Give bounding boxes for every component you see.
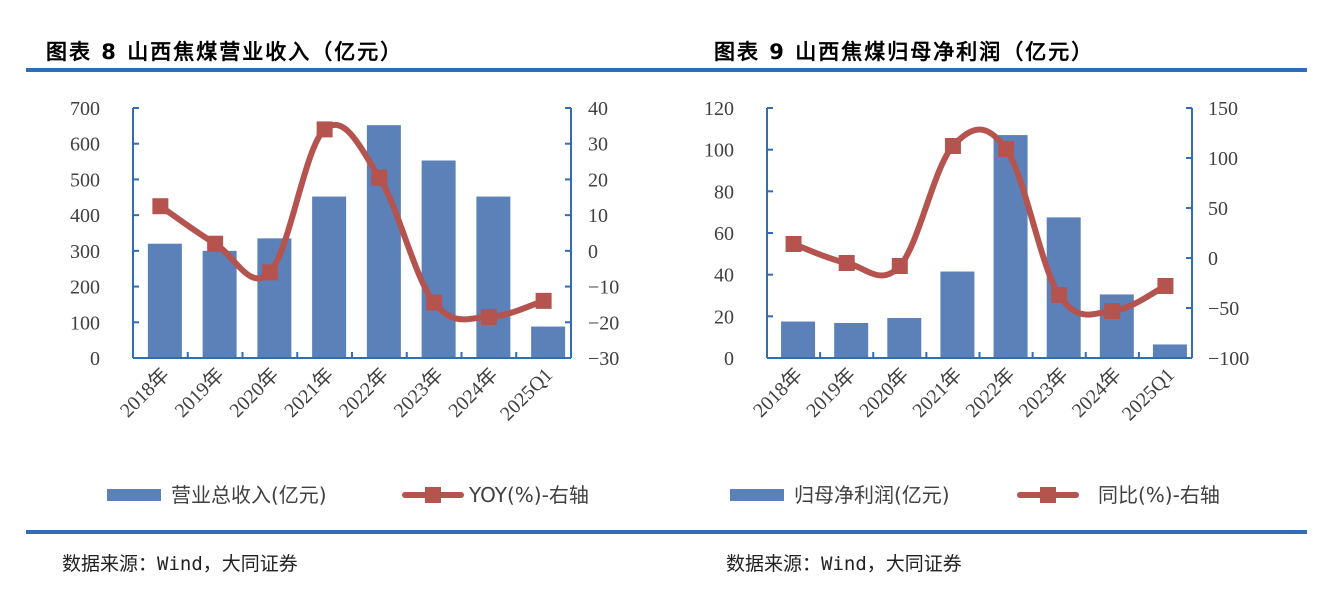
fig9-yoy-marker-0 xyxy=(785,236,802,252)
figure-9-bottom-rule xyxy=(666,530,1307,534)
fig8-left-tick-label: 200 xyxy=(70,277,100,299)
fig9-right-tick-label: −100 xyxy=(1208,348,1249,370)
fig9-right-tick-label: 150 xyxy=(1208,98,1238,120)
fig8-left-tick-label: 600 xyxy=(70,134,100,156)
fig9-yoy-marker-4 xyxy=(998,141,1015,157)
fig8-yoy-marker-7 xyxy=(535,292,552,309)
fig8-bar-3 xyxy=(312,196,347,358)
fig9-right-tick-label: −50 xyxy=(1208,298,1239,320)
fig8-left-tick-label: 0 xyxy=(90,348,100,370)
fig8-left-tick-label: 400 xyxy=(70,205,100,227)
fig8-yoy-marker-2 xyxy=(261,264,278,281)
figure-9-title: 图表 9 山西焦煤归母净利润（亿元） xyxy=(714,40,1095,64)
fig8-left-tick-label: 300 xyxy=(70,241,100,263)
fig9-right-tick-label: 50 xyxy=(1208,198,1228,220)
fig8-right-tick-label: −10 xyxy=(588,277,619,299)
fig8-bar-0 xyxy=(147,243,182,358)
fig8-bar-1 xyxy=(202,250,237,358)
fig9-bar-4 xyxy=(993,135,1028,358)
fig8-bar-7 xyxy=(531,326,566,358)
fig9-x-label: 2018年 xyxy=(748,363,807,422)
fig9-bar-1 xyxy=(834,323,869,358)
fig8-yoy-marker-3 xyxy=(316,121,333,138)
fig8-yoy-marker-0 xyxy=(152,198,169,215)
fig9-left-tick-label: 120 xyxy=(704,98,734,120)
fig9-legend-line-label: 同比(%)-右轴 xyxy=(1098,483,1220,507)
fig9-left-tick-label: 100 xyxy=(704,140,734,162)
fig9-left-tick-label: 80 xyxy=(714,181,734,203)
fig9-right-tick-label: 100 xyxy=(1208,148,1238,170)
fig8-right-tick-label: 10 xyxy=(588,205,608,227)
fig9-bar-7 xyxy=(1152,344,1187,358)
fig9-x-label: 2025Q1 xyxy=(1118,364,1179,425)
fig8-right-tick-label: 40 xyxy=(588,98,608,120)
fig9-yoy-marker-2 xyxy=(891,258,908,274)
fig8-bar-5 xyxy=(421,160,456,358)
fig9-bar-0 xyxy=(781,321,816,358)
fig8-yoy-marker-6 xyxy=(480,308,497,325)
fig8-right-tick-label: 30 xyxy=(588,134,608,156)
fig9-legend-line-marker xyxy=(1040,487,1056,503)
fig8-left-tick-label: 700 xyxy=(70,98,100,120)
fig9-yoy-marker-1 xyxy=(838,255,855,271)
figure-8-source: 数据来源：Wind，大同证券 xyxy=(62,553,298,575)
fig9-legend-bar-label: 归母净利润(亿元) xyxy=(794,483,950,507)
fig9-bar-2 xyxy=(887,318,922,358)
fig9-x-label: 2022年 xyxy=(961,363,1020,422)
fig8-right-tick-label: 0 xyxy=(588,241,598,263)
fig9-x-label: 2023年 xyxy=(1014,363,1073,422)
fig8-x-label: 2018年 xyxy=(115,363,174,422)
fig8-x-label: 2021年 xyxy=(279,363,338,422)
fig8-legend-bar-label: 营业总收入(亿元) xyxy=(171,483,327,507)
fig9-left-tick-label: 40 xyxy=(714,265,734,287)
fig9-x-label: 2019年 xyxy=(802,363,861,422)
fig8-bar-2 xyxy=(257,238,292,358)
fig8-right-tick-label: −20 xyxy=(588,312,619,334)
fig8-x-label: 2024年 xyxy=(444,363,503,422)
fig9-yoy-marker-7 xyxy=(1157,278,1174,294)
fig8-legend-bar-swatch xyxy=(107,489,161,501)
fig9-x-label: 2020年 xyxy=(855,363,914,422)
fig8-left-tick-label: 100 xyxy=(70,312,100,334)
fig8-right-tick-label: −30 xyxy=(588,348,619,370)
figure-9-source: 数据来源：Wind，大同证券 xyxy=(726,553,962,575)
fig8-x-label: 2019年 xyxy=(170,363,229,422)
fig8-yoy-marker-4 xyxy=(371,169,388,186)
figure-8-bottom-rule xyxy=(26,530,666,534)
fig8-yoy-marker-1 xyxy=(207,235,224,252)
fig8-legend-line-label: YOY(%)-右轴 xyxy=(468,483,589,507)
fig8-yoy-marker-5 xyxy=(426,294,443,311)
fig8-legend-line-marker xyxy=(425,487,441,503)
figure-9-top-rule xyxy=(666,68,1307,72)
figure-8-title: 图表 8 山西焦煤营业收入（亿元） xyxy=(46,40,404,64)
fig8-x-label: 2020年 xyxy=(225,363,284,422)
fig9-yoy-marker-3 xyxy=(944,138,961,154)
fig8-yoy-line xyxy=(157,121,547,323)
fig9-yoy-line xyxy=(790,126,1169,318)
fig9-right-tick-label: 0 xyxy=(1208,248,1218,270)
fig8-x-label: 2025Q1 xyxy=(496,364,557,425)
fig8-x-label: 2022年 xyxy=(334,363,393,422)
fig9-x-label: 2024年 xyxy=(1067,363,1126,422)
fig9-yoy-marker-6 xyxy=(1104,303,1121,319)
fig9-left-tick-label: 20 xyxy=(714,306,734,328)
fig9-left-tick-label: 0 xyxy=(724,348,734,370)
fig9-x-label: 2021年 xyxy=(908,363,967,422)
fig9-bar-3 xyxy=(940,271,975,358)
fig9-legend-bar-swatch xyxy=(730,489,784,501)
fig8-left-tick-label: 500 xyxy=(70,169,100,191)
fig8-bar-6 xyxy=(476,196,511,358)
fig9-yoy-marker-5 xyxy=(1051,287,1068,303)
fig8-x-label: 2023年 xyxy=(389,363,448,422)
fig8-right-tick-label: 20 xyxy=(588,169,608,191)
figure-8-top-rule xyxy=(26,68,666,72)
fig9-left-tick-label: 60 xyxy=(714,223,734,245)
